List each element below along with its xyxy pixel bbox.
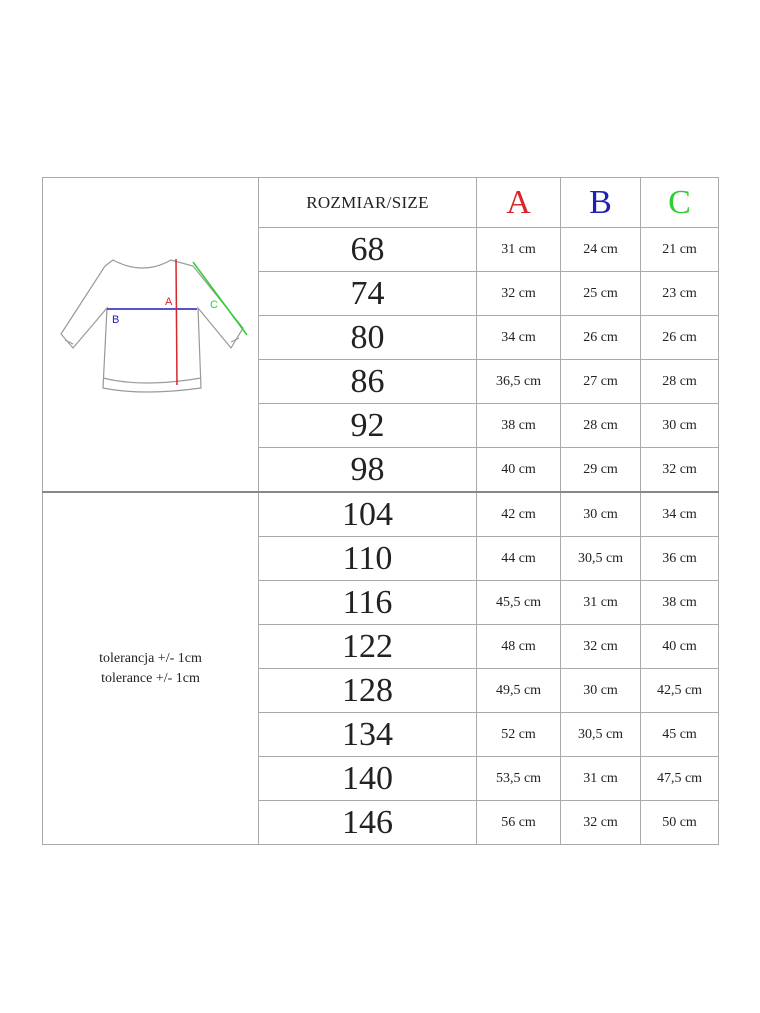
measure-c-cell: 21 cm [640,227,719,272]
measure-a-cell: 52 cm [476,712,561,757]
table-row: tolerancja +/- 1cm tolerance +/- 1cm 104 42… [42,491,719,845]
size-cell: 140 [258,756,477,801]
label-a: A [165,296,173,308]
measure-b-cell: 25 cm [560,271,641,316]
measure-c-cell: 30 cm [640,403,719,448]
measure-b-cell: 30 cm [560,668,641,713]
label-b: B [112,314,119,326]
size-cell: 134 [258,712,477,757]
size-cell: 92 [258,403,477,448]
table-row: 74 32 cm 25 cm 23 cm [43,271,719,316]
measure-b-cell: 28 cm [560,403,641,448]
measure-c-cell: 28 cm [640,359,719,404]
diagram-cell: A B C [42,177,259,493]
table-row: 140 53,5 cm 31 cm 47,5 cm [43,756,719,801]
measure-a-cell: 45,5 cm [476,580,561,625]
size-chart-table: A B C ROZMIAR/SIZE A B C 68 31 cm 24 cm 21 … [42,177,719,845]
measure-c-cell: 36 cm [640,536,719,581]
measure-a-cell: 32 cm [476,271,561,316]
table-row: 146 56 cm 32 cm 50 cm [43,800,719,845]
measure-a-cell: 42 cm [476,491,561,537]
table-row: 110 44 cm 30,5 cm 36 cm [43,536,719,581]
size-header: ROZMIAR/SIZE [258,177,477,228]
measure-b-cell: 30,5 cm [560,712,641,757]
size-cell: 104 [258,491,477,537]
measure-b-cell: 24 cm [560,227,641,272]
measure-a-cell: 38 cm [476,403,561,448]
measure-a-cell: 31 cm [476,227,561,272]
measure-c-cell: 42,5 cm [640,668,719,713]
measure-c-cell: 32 cm [640,447,719,493]
measure-b-cell: 30 cm [560,491,641,537]
table-row: 92 38 cm 28 cm 30 cm [43,403,719,448]
measure-a-cell: 44 cm [476,536,561,581]
size-cell: 116 [258,580,477,625]
measure-b-cell: 32 cm [560,624,641,669]
table-row: 116 45,5 cm 31 cm 38 cm [43,580,719,625]
measure-a-cell: 49,5 cm [476,668,561,713]
measure-c-cell: 50 cm [640,800,719,845]
measure-b-cell: 32 cm [560,800,641,845]
col-b-header: B [560,177,641,228]
measure-a-line [175,258,178,386]
table-row: 98 40 cm 29 cm 32 cm [43,447,719,493]
table-row: 122 48 cm 32 cm 40 cm [43,624,719,669]
size-cell: 80 [258,315,477,360]
measure-a-cell: 53,5 cm [476,756,561,801]
measure-b-cell: 29 cm [560,447,641,493]
size-cell: 122 [258,624,477,669]
label-c: C [210,299,218,311]
size-cell: 128 [258,668,477,713]
tolerance-text: tolerancja +/- 1cm [99,650,202,666]
measure-a-cell: 34 cm [476,315,561,360]
measure-b-cell: 27 cm [560,359,641,404]
table-row: 80 34 cm 26 cm 26 cm [43,315,719,360]
measure-b-cell: 31 cm [560,756,641,801]
measure-c-cell: 47,5 cm [640,756,719,801]
size-cell: 98 [258,447,477,493]
table-row: 86 36,5 cm 27 cm 28 cm [43,359,719,404]
size-cell: 146 [258,800,477,845]
measure-a-cell: 40 cm [476,447,561,493]
tolerance-cell: tolerancja +/- 1cm tolerance +/- 1cm [42,491,259,845]
measure-b-cell: 30,5 cm [560,536,641,581]
size-cell: 74 [258,271,477,316]
size-cell: 68 [258,227,477,272]
measure-b-cell: 26 cm [560,315,641,360]
measure-b-cell: 31 cm [560,580,641,625]
measure-c-cell: 26 cm [640,315,719,360]
table-row: 134 52 cm 30,5 cm 45 cm [43,712,719,757]
measure-c-cell: 38 cm [640,580,719,625]
tolerance-text: tolerance +/- 1cm [101,670,200,686]
header-row: A B C ROZMIAR/SIZE A B C [42,177,719,493]
measure-a-cell: 56 cm [476,800,561,845]
measure-c-cell: 34 cm [640,491,719,537]
shirt-diagram: A B C [60,258,248,393]
measure-c-line [192,261,248,336]
measure-c-cell: 45 cm [640,712,719,757]
measure-a-cell: 36,5 cm [476,359,561,404]
measure-a-cell: 48 cm [476,624,561,669]
measure-c-cell: 40 cm [640,624,719,669]
table-row: 68 31 cm 24 cm 21 cm [43,227,719,272]
measure-c-cell: 23 cm [640,271,719,316]
col-a-header: A [476,177,561,228]
size-cell: 110 [258,536,477,581]
size-cell: 86 [258,359,477,404]
table-row: 128 49,5 cm 30 cm 42,5 cm [43,668,719,713]
col-c-header: C [640,177,719,228]
